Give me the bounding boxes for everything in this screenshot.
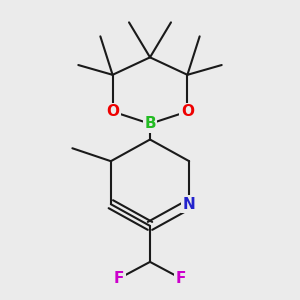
Text: B: B: [144, 116, 156, 131]
Text: O: O: [106, 104, 119, 119]
Text: F: F: [114, 271, 124, 286]
Text: O: O: [181, 104, 194, 119]
Text: F: F: [176, 271, 186, 286]
Text: N: N: [183, 197, 196, 212]
